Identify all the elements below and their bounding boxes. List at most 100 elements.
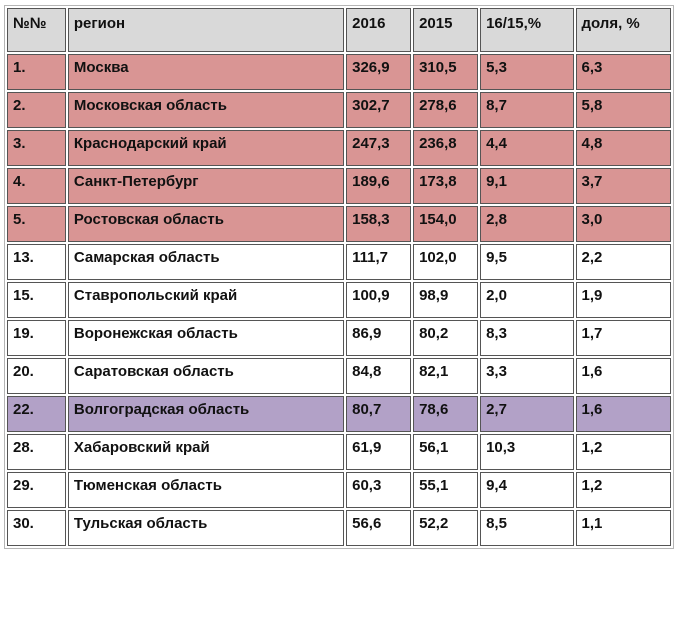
cell-share: 1,7 (575, 320, 671, 356)
cell-change: 2,7 (480, 396, 574, 432)
table-row: 3. Краснодарский край 247,3 236,8 4,4 4,… (7, 130, 671, 166)
cell-num: 19. (7, 320, 66, 356)
cell-change: 10,3 (480, 434, 574, 470)
cell-region: Тульская область (67, 510, 345, 546)
cell-2015: 154,0 (413, 206, 479, 242)
cell-change: 8,3 (480, 320, 574, 356)
cell-num: 20. (7, 358, 66, 394)
table-row: 1. Москва 326,9 310,5 5,3 6,3 (7, 54, 671, 90)
cell-num: 28. (7, 434, 66, 470)
cell-2015: 55,1 (413, 472, 479, 508)
table-header-row: №№ регион 2016 2015 16/15,% доля, % (7, 8, 671, 52)
cell-region: Хабаровский край (67, 434, 345, 470)
cell-region: Ростовская область (67, 206, 345, 242)
cell-region: Москва (67, 54, 345, 90)
cell-region: Московская область (67, 92, 345, 128)
cell-num: 1. (7, 54, 66, 90)
cell-2016: 326,9 (346, 54, 412, 90)
cell-change: 9,4 (480, 472, 574, 508)
cell-change: 9,1 (480, 168, 574, 204)
cell-region: Саратовская область (67, 358, 345, 394)
cell-2015: 98,9 (413, 282, 479, 318)
cell-2016: 61,9 (346, 434, 412, 470)
cell-change: 8,5 (480, 510, 574, 546)
cell-region: Краснодарский край (67, 130, 345, 166)
cell-2016: 56,6 (346, 510, 412, 546)
cell-2016: 60,3 (346, 472, 412, 508)
cell-2015: 278,6 (413, 92, 479, 128)
cell-share: 5,8 (575, 92, 671, 128)
cell-num: 15. (7, 282, 66, 318)
header-change: 16/15,% (480, 8, 574, 52)
cell-region: Ставропольский край (67, 282, 345, 318)
cell-2015: 56,1 (413, 434, 479, 470)
cell-change: 9,5 (480, 244, 574, 280)
cell-2016: 302,7 (346, 92, 412, 128)
cell-change: 2,0 (480, 282, 574, 318)
region-table-container: №№ регион 2016 2015 16/15,% доля, % 1. М… (4, 5, 674, 549)
cell-share: 1,6 (575, 396, 671, 432)
cell-num: 3. (7, 130, 66, 166)
cell-share: 1,9 (575, 282, 671, 318)
cell-change: 2,8 (480, 206, 574, 242)
cell-2016: 189,6 (346, 168, 412, 204)
cell-region: Воронежская область (67, 320, 345, 356)
cell-2016: 86,9 (346, 320, 412, 356)
cell-change: 3,3 (480, 358, 574, 394)
cell-2016: 84,8 (346, 358, 412, 394)
cell-share: 1,6 (575, 358, 671, 394)
cell-2016: 158,3 (346, 206, 412, 242)
cell-num: 29. (7, 472, 66, 508)
table-row: 30. Тульская область 56,6 52,2 8,5 1,1 (7, 510, 671, 546)
cell-2016: 100,9 (346, 282, 412, 318)
cell-change: 8,7 (480, 92, 574, 128)
cell-share: 4,8 (575, 130, 671, 166)
table-row: 20. Саратовская область 84,8 82,1 3,3 1,… (7, 358, 671, 394)
cell-num: 30. (7, 510, 66, 546)
table-row: 19. Воронежская область 86,9 80,2 8,3 1,… (7, 320, 671, 356)
cell-2015: 80,2 (413, 320, 479, 356)
cell-2015: 102,0 (413, 244, 479, 280)
cell-2015: 52,2 (413, 510, 479, 546)
header-2016: 2016 (346, 8, 412, 52)
table-row: 4. Санкт-Петербург 189,6 173,8 9,1 3,7 (7, 168, 671, 204)
cell-region: Самарская область (67, 244, 345, 280)
cell-region: Санкт-Петербург (67, 168, 345, 204)
cell-num: 2. (7, 92, 66, 128)
cell-share: 1,2 (575, 472, 671, 508)
header-2015: 2015 (413, 8, 479, 52)
cell-2015: 310,5 (413, 54, 479, 90)
table-row: 28. Хабаровский край 61,9 56,1 10,3 1,2 (7, 434, 671, 470)
cell-2015: 78,6 (413, 396, 479, 432)
table-row: 5. Ростовская область 158,3 154,0 2,8 3,… (7, 206, 671, 242)
cell-share: 1,1 (575, 510, 671, 546)
cell-num: 4. (7, 168, 66, 204)
cell-share: 1,2 (575, 434, 671, 470)
cell-2016: 247,3 (346, 130, 412, 166)
cell-num: 22. (7, 396, 66, 432)
cell-share: 3,7 (575, 168, 671, 204)
cell-2015: 173,8 (413, 168, 479, 204)
cell-2016: 111,7 (346, 244, 412, 280)
region-table: №№ регион 2016 2015 16/15,% доля, % 1. М… (4, 5, 674, 549)
cell-num: 13. (7, 244, 66, 280)
cell-2015: 82,1 (413, 358, 479, 394)
cell-change: 5,3 (480, 54, 574, 90)
header-share: доля, % (575, 8, 671, 52)
cell-num: 5. (7, 206, 66, 242)
table-row-highlighted: 22. Волгоградская область 80,7 78,6 2,7 … (7, 396, 671, 432)
cell-2016: 80,7 (346, 396, 412, 432)
cell-region: Волгоградская область (67, 396, 345, 432)
table-row: 2. Московская область 302,7 278,6 8,7 5,… (7, 92, 671, 128)
cell-change: 4,4 (480, 130, 574, 166)
table-row: 15. Ставропольский край 100,9 98,9 2,0 1… (7, 282, 671, 318)
cell-region: Тюменская область (67, 472, 345, 508)
cell-share: 2,2 (575, 244, 671, 280)
cell-share: 6,3 (575, 54, 671, 90)
cell-2015: 236,8 (413, 130, 479, 166)
table-row: 13. Самарская область 111,7 102,0 9,5 2,… (7, 244, 671, 280)
table-row: 29. Тюменская область 60,3 55,1 9,4 1,2 (7, 472, 671, 508)
header-num: №№ (7, 8, 66, 52)
header-region: регион (67, 8, 345, 52)
cell-share: 3,0 (575, 206, 671, 242)
